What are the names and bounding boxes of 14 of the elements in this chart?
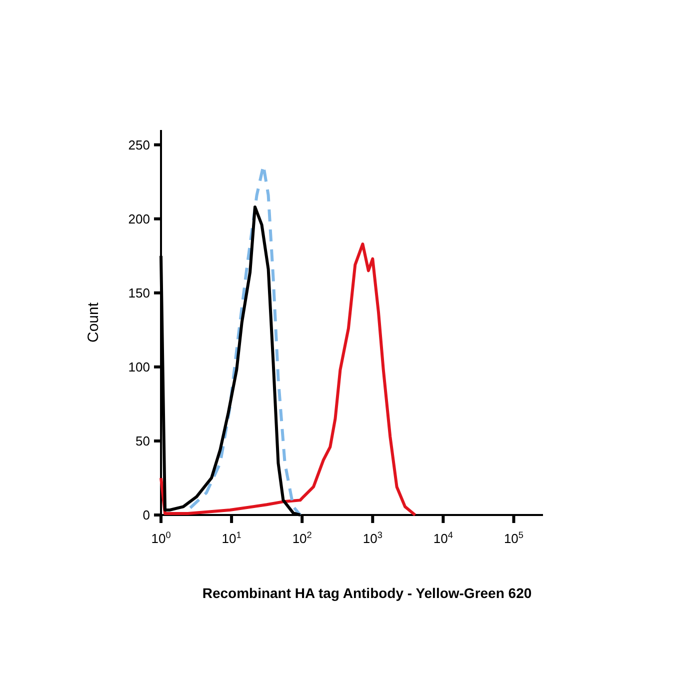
x-axis-title: Recombinant HA tag Antibody - Yellow-Green 620 [202,585,532,601]
y-tick-label: 0 [142,508,150,523]
x-tick-label: 10$^{3}$ [362,530,382,546]
x-tick-label: 10$^{1}$ [222,530,242,546]
x-tick-label: 10$^{5}$ [504,530,524,546]
y-tick-label: 250 [128,137,150,152]
y-tick-label: 200 [128,211,150,226]
x-tick-label: 10$^{4}$ [433,530,453,546]
y-tick-label: 50 [136,434,150,449]
x-tick-label: 10$^{0}$ [151,530,171,546]
y-tick-label: 100 [128,359,150,374]
x-tick-label: 10$^{2}$ [292,530,312,546]
y-tick-label: 150 [128,285,150,300]
y-axis-title: Count [85,302,102,343]
